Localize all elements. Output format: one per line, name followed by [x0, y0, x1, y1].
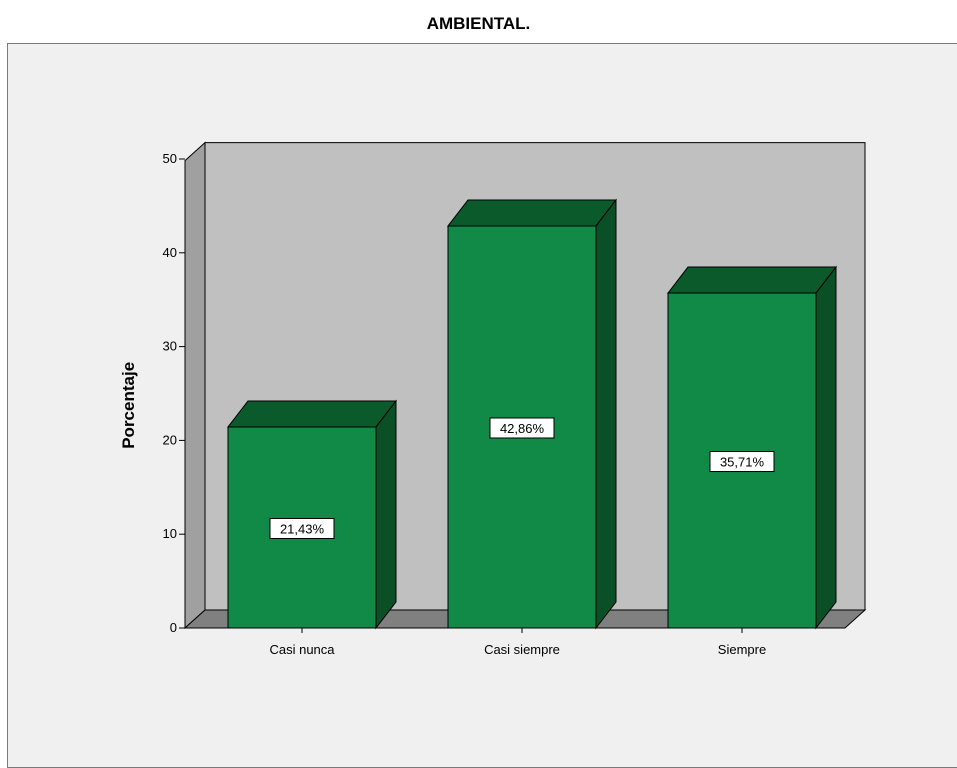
bar-side: [595, 198, 617, 630]
y-tick-label: 50: [163, 151, 177, 166]
bar-side: [815, 265, 837, 630]
data-label: 42,86%: [500, 421, 545, 436]
bar-1: [226, 399, 398, 630]
bar-2: [446, 198, 618, 630]
y-axis-label: Porcentaje: [119, 362, 138, 449]
category-label: Casi siempre: [484, 642, 560, 657]
left-wall: [184, 141, 206, 630]
y-tick-label: 40: [163, 245, 177, 260]
category-label: Casi nunca: [269, 642, 335, 657]
data-label: 35,71%: [720, 455, 765, 470]
data-label-box: [269, 517, 335, 539]
y-tick-label: 20: [163, 432, 177, 447]
data-label-box: [489, 417, 555, 439]
y-tick-label: 10: [163, 526, 177, 541]
y-tick-label: 30: [163, 339, 177, 354]
bar-top: [226, 400, 398, 428]
y-axis: 0 10 20 30 40 50: [163, 151, 743, 635]
bar-side: [375, 399, 397, 630]
category-label: Siempre: [718, 642, 766, 657]
bar-3: [666, 265, 838, 630]
chart-title: AMBIENTAL.: [426, 14, 531, 33]
data-label: 21,43%: [280, 521, 325, 536]
bar-top: [446, 199, 618, 227]
y-tick-label: 0: [170, 620, 177, 635]
labels: Porcentaje 21,43% Casi nunca 42,86% Casi sie…: [119, 362, 775, 657]
data-label-box: [709, 451, 775, 473]
bar-top: [666, 266, 838, 294]
